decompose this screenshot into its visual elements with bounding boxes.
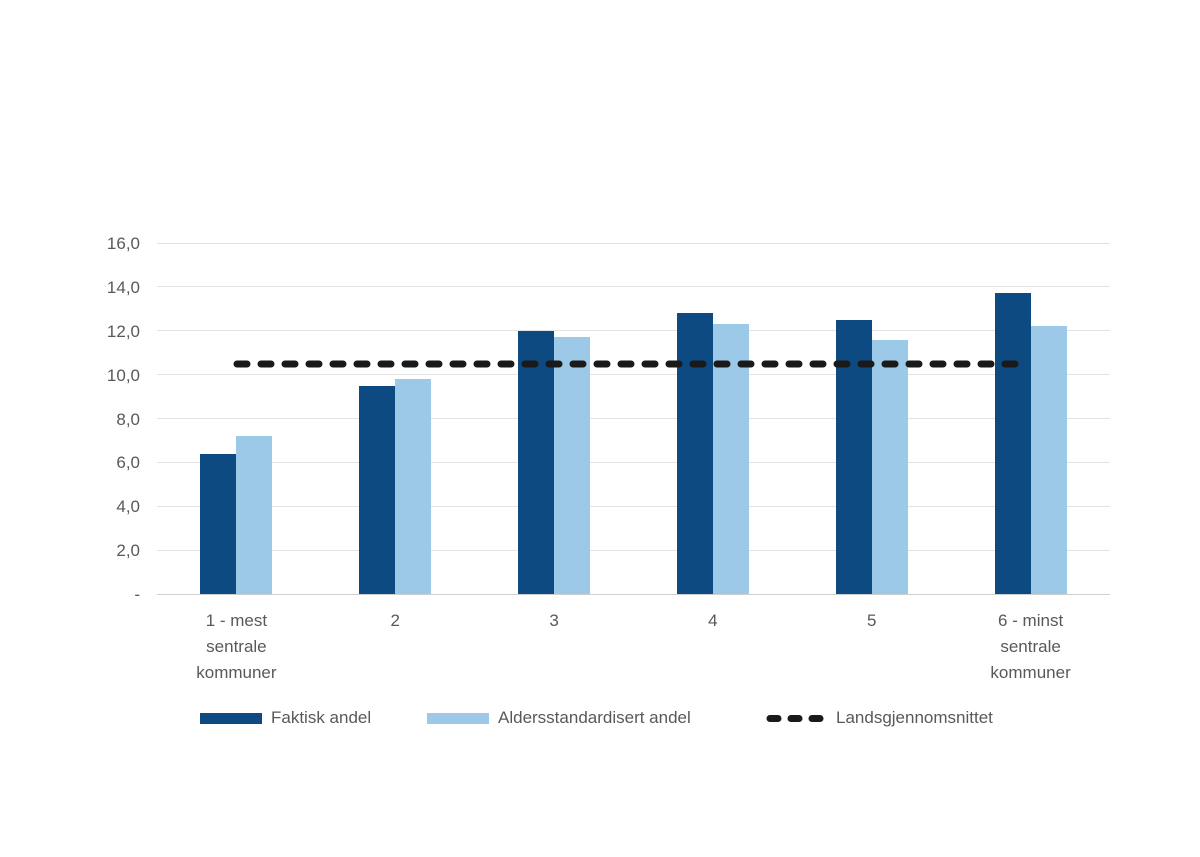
y-axis-tick-label: -: [134, 585, 140, 604]
legend-item-aldersstandardisert-andel: Aldersstandardisert andel: [427, 706, 691, 730]
y-axis-tick-label: 14,0: [106, 277, 140, 297]
bar-aldersstandardisert-andel-cat5: [871, 339, 908, 594]
x-axis-category-label: 1 - mest sentrale kommuner: [196, 611, 277, 682]
gridline-y-12: [157, 330, 1110, 332]
gridline-y-14: [157, 286, 1110, 288]
gridline-y-2: [157, 549, 1110, 551]
x-axis-category-label: 3: [549, 611, 559, 630]
gridline-y-8: [157, 418, 1110, 419]
bar-faktisk-andel-cat4: [676, 313, 713, 594]
x-axis-category-label: 5: [867, 611, 877, 630]
legend-swatch-faktisk-andel: [200, 712, 262, 724]
bar-faktisk-andel-cat1: [200, 453, 237, 594]
y-axis-tick-label: 6,0: [116, 453, 140, 473]
legend-item-landsgjennomsnittet: Landsgjennomsnittet: [765, 706, 993, 730]
legend-swatch-aldersstandardisert-andel: [427, 712, 489, 724]
bar-faktisk-andel-cat2: [359, 385, 396, 594]
x-axis-line: [157, 593, 1110, 595]
y-axis-tick-label: 16,0: [106, 234, 140, 253]
bar-aldersstandardisert-andel-cat4: [712, 324, 749, 594]
bar-faktisk-andel-cat6: [994, 293, 1031, 594]
bar-aldersstandardisert-andel-cat6: [1030, 326, 1067, 594]
y-axis-tick-label: 2,0: [116, 541, 140, 561]
reference-line-landsgjennomsnittet: [233, 360, 1032, 368]
x-axis-category-label: 4: [708, 611, 718, 630]
bar-aldersstandardisert-andel-cat1: [236, 436, 273, 594]
y-axis-tick-label: 4,0: [116, 497, 140, 517]
legend-dashed-line-icon: [766, 714, 826, 722]
gridline-y-4: [157, 505, 1110, 507]
bar-aldersstandardisert-andel-cat2: [395, 379, 432, 594]
gridline-y-10: [157, 374, 1110, 376]
legend-label-faktisk-andel: Faktisk andel: [271, 708, 372, 727]
legend-label-aldersstandardisert-andel: Aldersstandardisert andel: [498, 708, 691, 727]
y-axis-tick-label: 12,0: [106, 321, 140, 341]
bar-faktisk-andel-cat3: [518, 330, 555, 594]
x-axis-category-label: 6 - minst sentrale kommuner: [990, 611, 1071, 682]
bar-aldersstandardisert-andel-cat3: [554, 337, 591, 594]
x-axis-category-label: 2: [390, 611, 400, 630]
legend-label-landsgjennomsnittet: Landsgjennomsnittet: [836, 708, 993, 727]
gridline-y-6: [157, 461, 1110, 463]
legend-item-faktisk-andel: Faktisk andel: [200, 706, 371, 730]
y-axis-tick-label: 8,0: [116, 409, 140, 429]
y-axis-tick-label: 10,0: [106, 365, 140, 385]
gridline-y-16: [157, 242, 1110, 244]
